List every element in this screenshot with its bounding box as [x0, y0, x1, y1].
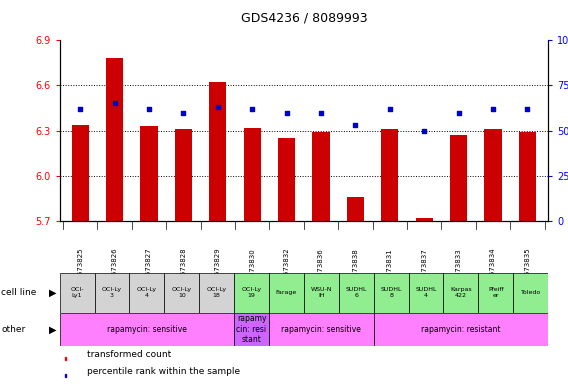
Point — [385, 106, 394, 112]
Bar — [269, 313, 374, 346]
Bar — [339, 273, 374, 313]
Text: GSM673836: GSM673836 — [318, 248, 324, 291]
Text: SUDHL
6: SUDHL 6 — [345, 287, 367, 298]
Text: OCI-Ly
4: OCI-Ly 4 — [137, 287, 157, 298]
Bar — [234, 313, 269, 346]
Text: WSU-N
IH: WSU-N IH — [311, 287, 332, 298]
Bar — [304, 273, 339, 313]
Bar — [513, 273, 548, 313]
Text: OCI-Ly
10: OCI-Ly 10 — [172, 287, 192, 298]
Text: OCI-Ly
3: OCI-Ly 3 — [102, 287, 122, 298]
Point — [110, 101, 119, 107]
Text: rapamycin: sensitive: rapamycin: sensitive — [107, 325, 187, 334]
Bar — [130, 273, 164, 313]
Bar — [444, 273, 478, 313]
Text: GSM673832: GSM673832 — [283, 248, 290, 290]
Text: OCI-Ly
18: OCI-Ly 18 — [207, 287, 227, 298]
Bar — [106, 58, 123, 221]
Text: Farage: Farage — [276, 290, 297, 295]
Bar — [164, 273, 199, 313]
Text: SUDHL
4: SUDHL 4 — [415, 287, 437, 298]
Text: SUDHL
8: SUDHL 8 — [381, 287, 402, 298]
Bar — [94, 273, 130, 313]
Point — [214, 104, 223, 110]
Text: Toledo: Toledo — [520, 290, 541, 295]
Text: cell line: cell line — [1, 288, 36, 297]
Bar — [209, 83, 227, 221]
Text: ▶: ▶ — [49, 288, 57, 298]
Text: GSM673837: GSM673837 — [421, 248, 427, 291]
Bar — [374, 313, 548, 346]
Text: rapamycin: sensitive: rapamycin: sensitive — [281, 325, 361, 334]
Point — [454, 109, 463, 116]
Text: GSM673833: GSM673833 — [456, 248, 462, 291]
Text: other: other — [1, 325, 26, 334]
Text: ▶: ▶ — [49, 324, 57, 334]
Bar — [65, 374, 66, 377]
Point — [523, 106, 532, 112]
Point — [144, 106, 153, 112]
Point — [248, 106, 257, 112]
Text: GSM673826: GSM673826 — [112, 248, 118, 290]
Text: GDS4236 / 8089993: GDS4236 / 8089993 — [241, 12, 367, 25]
Text: Karpas
422: Karpas 422 — [450, 287, 471, 298]
Bar — [374, 273, 408, 313]
Bar — [450, 135, 467, 221]
Bar — [485, 129, 502, 221]
Text: rapamy
cin: resi
stant: rapamy cin: resi stant — [236, 314, 266, 344]
Bar — [269, 273, 304, 313]
Bar — [60, 273, 94, 313]
Bar — [478, 273, 513, 313]
Point — [316, 109, 325, 116]
Point — [76, 106, 85, 112]
Bar — [140, 126, 158, 221]
Text: transformed count: transformed count — [86, 350, 171, 359]
Bar — [65, 357, 66, 360]
Text: GSM673828: GSM673828 — [181, 248, 186, 290]
Text: GSM673834: GSM673834 — [490, 248, 496, 290]
Text: GSM673835: GSM673835 — [524, 248, 531, 290]
Bar — [408, 273, 444, 313]
Point — [420, 127, 429, 134]
Bar — [60, 313, 234, 346]
Text: GSM673827: GSM673827 — [146, 248, 152, 290]
Bar — [234, 273, 269, 313]
Text: percentile rank within the sample: percentile rank within the sample — [86, 367, 240, 376]
Bar — [519, 132, 536, 221]
Bar — [347, 197, 364, 221]
Bar — [244, 127, 261, 221]
Bar — [278, 138, 295, 221]
Text: rapamycin: resistant: rapamycin: resistant — [421, 325, 500, 334]
Point — [282, 109, 291, 116]
Bar — [312, 132, 329, 221]
Bar — [416, 218, 433, 221]
Text: GSM673831: GSM673831 — [387, 248, 393, 291]
Text: OCI-Ly
19: OCI-Ly 19 — [241, 287, 262, 298]
Text: GSM673838: GSM673838 — [353, 248, 358, 291]
Bar — [381, 129, 399, 221]
Bar — [199, 273, 234, 313]
Text: GSM673830: GSM673830 — [249, 248, 255, 291]
Bar — [175, 129, 192, 221]
Text: GSM673829: GSM673829 — [215, 248, 221, 290]
Text: OCI-
Ly1: OCI- Ly1 — [70, 287, 84, 298]
Point — [179, 109, 188, 116]
Point — [351, 122, 360, 128]
Point — [488, 106, 498, 112]
Text: GSM673825: GSM673825 — [77, 248, 83, 290]
Bar — [72, 124, 89, 221]
Text: Pfeiff
er: Pfeiff er — [488, 287, 504, 298]
